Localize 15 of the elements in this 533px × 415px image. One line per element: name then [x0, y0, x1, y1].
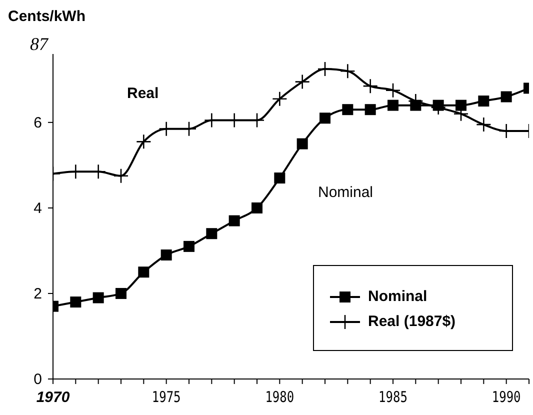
y-tick-label: 6 — [34, 114, 42, 132]
x-tick-label: 1970 — [36, 389, 70, 406]
legend-label: Nominal — [368, 288, 428, 305]
x-tick-label: 1975 — [152, 388, 181, 406]
x-tick-label: 1985 — [378, 388, 408, 406]
y-tick-label: 0 — [34, 371, 42, 388]
annotation: Nominal — [318, 184, 374, 201]
x-tick-label: 1980 — [265, 388, 294, 406]
y-axis-title: Cents/kWh — [8, 8, 86, 25]
y-tick-label: 2 — [34, 285, 42, 302]
annotation: Real — [127, 85, 159, 102]
legend-label: Real (1987$) — [368, 313, 456, 330]
x-tick-label: 1990 — [492, 388, 521, 406]
text: 87 — [30, 34, 48, 54]
y-tick-label: 4 — [34, 200, 42, 217]
